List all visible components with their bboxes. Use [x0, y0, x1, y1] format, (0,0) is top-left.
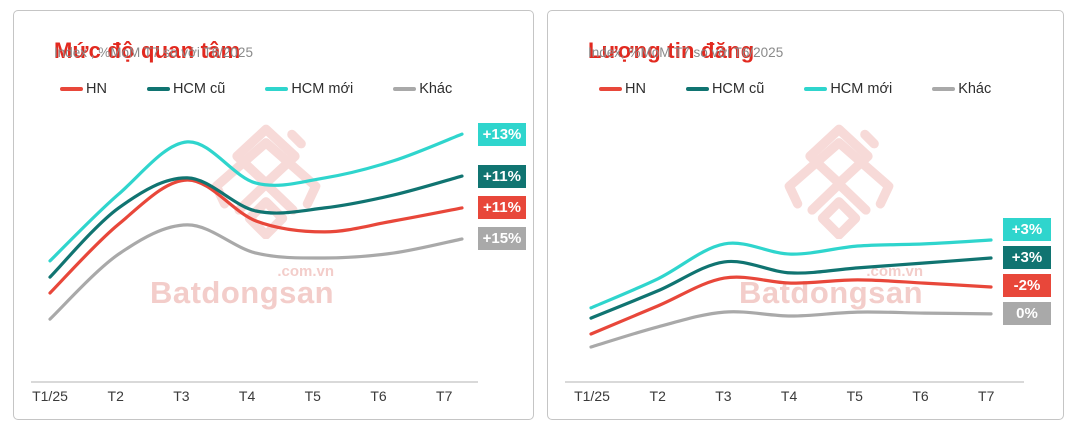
change-badge-hcm-cu: +3% — [1003, 246, 1051, 270]
legend-swatch-hcm-moi — [804, 87, 828, 91]
change-badge-khac: 0% — [1003, 302, 1051, 326]
series-line-hcm-cu — [48, 174, 464, 279]
legend-item-hcm-moi: HCM mới — [265, 81, 353, 97]
legend-label: HCM cũ — [172, 81, 226, 97]
legend-swatch-hn — [599, 87, 622, 91]
series-line-hn — [589, 275, 993, 336]
change-badge-hcm-moi: +3% — [1003, 218, 1051, 242]
x-axis-label: T4 — [780, 388, 798, 404]
x-axis-label: T5 — [304, 388, 321, 404]
x-axis-label: T4 — [238, 388, 256, 404]
line-chart — [589, 238, 993, 349]
legend-item-hn: HN — [60, 81, 107, 97]
chart-title: Lượng tin đăng — [588, 38, 755, 64]
x-axis-line — [31, 381, 478, 383]
listings-chart-card: Lượng tin đăng Index, %MoM T7 so với T6/… — [547, 10, 1064, 420]
chart-subtitle: Index , %MoM T7 so với T6/2025 — [54, 45, 253, 60]
legend-label: HCM mới — [291, 81, 354, 97]
interest-chart-card: Mức độ quan tâm Index , %MoM T7 so với T… — [13, 10, 534, 420]
legend-item-hcm-moi: HCM mới — [804, 81, 892, 97]
legend-label: HN — [86, 81, 107, 97]
legend-label: Khác — [958, 81, 992, 97]
series-line-khac — [589, 310, 993, 349]
x-axis-label: T2 — [107, 388, 124, 404]
legend-item-khac: Khác — [393, 81, 452, 97]
series-line-hcm-moi — [48, 132, 464, 263]
line-chart — [48, 132, 464, 321]
legend-swatch-hn — [60, 87, 83, 91]
legend-label: HCM mới — [830, 81, 893, 97]
legend: HN HCM cũ HCM mới Khác — [599, 81, 991, 97]
x-axis-label: T7 — [436, 388, 453, 404]
x-axis-line — [565, 381, 1024, 383]
x-axis-label: T7 — [978, 388, 995, 404]
x-axis-label: T2 — [649, 388, 666, 404]
change-badge-hcm-cu: +11% — [478, 164, 526, 188]
legend-item-hcm-cu: HCM cũ — [685, 81, 765, 97]
series-line-khac — [48, 223, 464, 321]
legend-swatch-hcm-cu — [685, 87, 709, 91]
legend-swatch-khac — [393, 87, 417, 91]
legend-swatch-hcm-moi — [265, 87, 289, 91]
legend-item-hn: HN — [599, 81, 646, 97]
change-badge-hn: -2% — [1003, 274, 1051, 298]
legend-item-hcm-cu: HCM cũ — [146, 81, 226, 97]
x-axis-label: T6 — [912, 388, 929, 404]
series-line-hn — [48, 178, 464, 295]
x-axis-label: T1/25 — [574, 388, 610, 404]
x-axis-label: T5 — [846, 388, 863, 404]
x-axis-label: T6 — [370, 388, 387, 404]
chart-title: Mức độ quan tâm — [54, 38, 241, 64]
chart-subtitle: Index, %MoM T7 so với T6/2025 — [588, 45, 784, 60]
change-badge-hn: +11% — [478, 196, 526, 220]
change-badge-khac: +15% — [478, 227, 526, 251]
legend-swatch-hcm-cu — [146, 87, 170, 91]
x-axis-label: T3 — [715, 388, 732, 404]
legend-item-khac: Khác — [932, 81, 991, 97]
series-line-hcm-cu — [589, 256, 993, 320]
x-axis-label: T3 — [173, 388, 190, 404]
change-badge-hcm-moi: +13% — [478, 122, 526, 146]
legend-label: HCM cũ — [711, 81, 765, 97]
legend-label: HN — [625, 81, 646, 97]
legend: HN HCM cũ HCM mới Khác — [60, 81, 452, 97]
legend-label: Khác — [419, 81, 453, 97]
legend-swatch-khac — [932, 87, 956, 91]
x-axis-label: T1/25 — [32, 388, 68, 404]
series-line-hcm-moi — [589, 238, 993, 310]
